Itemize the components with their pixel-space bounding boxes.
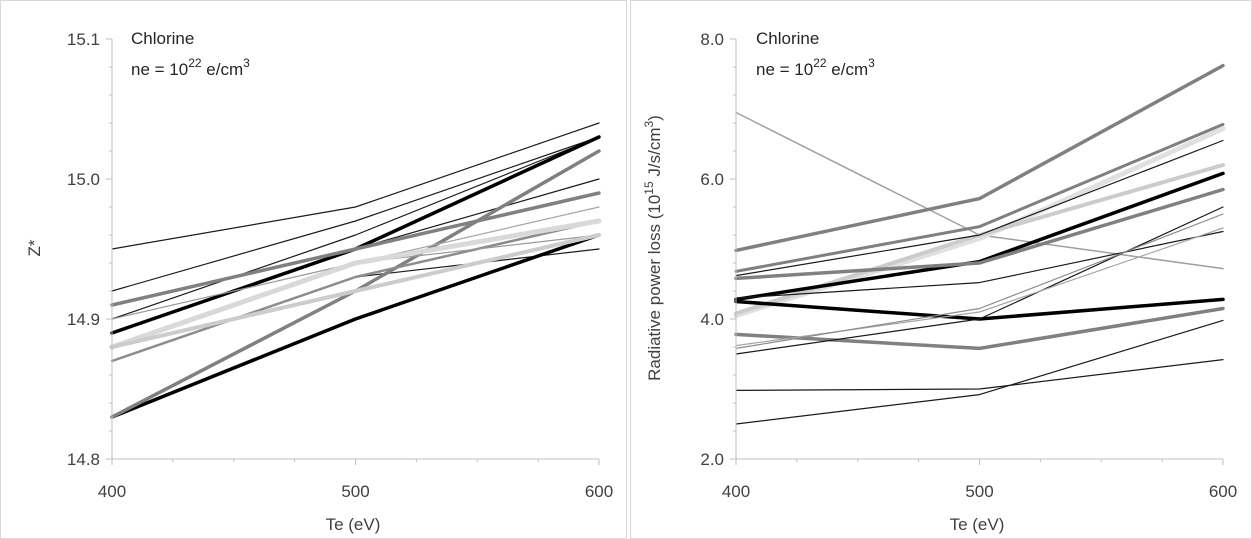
x-tick-label-right-2: 600 <box>1209 482 1237 501</box>
series-line-left-7 <box>110 191 601 307</box>
ticks-left: 14.8 14.9 15.0 15.1 400 500 600 <box>67 30 613 501</box>
x-tick-label-right-0: 400 <box>722 482 750 501</box>
x-axis-title-left: Te (eV) <box>326 515 381 534</box>
x-axis-title-right: Te (eV) <box>950 515 1005 534</box>
annotation-element-right: Chlorine <box>756 29 819 48</box>
x-tick-label-right-1: 500 <box>965 482 993 501</box>
series-line-right-8 <box>734 306 1225 351</box>
annotation-density-right: ne = 1022 e/cm3 <box>756 56 875 79</box>
series-line-left-13 <box>110 233 601 349</box>
series-line-right-1 <box>734 63 1225 253</box>
y-tick-label-left-2: 15.0 <box>67 170 100 189</box>
y-tick-label-left-1: 14.9 <box>67 310 100 329</box>
series-group-left <box>109 122 602 419</box>
y-tick-label-right-3: 8.0 <box>700 30 724 49</box>
series-line-left-12 <box>109 218 602 350</box>
ticks-right: 2.0 4.0 6.0 8.0 400 500 600 <box>700 30 1237 501</box>
chart-radiative-power-loss: 2.0 4.0 6.0 8.0 400 500 600 Chlorine ne = 1022… <box>630 0 1252 539</box>
series-line-left-9 <box>110 219 601 363</box>
series-line-left-3 <box>111 178 600 306</box>
y-tick-label-right-2: 6.0 <box>700 170 724 189</box>
chart-z-star: 14.8 14.9 15.0 15.1 400 500 600 Chlorine ne = … <box>0 0 627 539</box>
series-line-right-14 <box>735 359 1224 391</box>
series-line-right-0 <box>735 111 1224 270</box>
y-tick-label-left-3: 15.1 <box>67 30 100 49</box>
series-line-right-3 <box>733 126 1226 318</box>
annotation-density-left: ne = 1022 e/cm3 <box>131 56 250 79</box>
series-line-left-8 <box>110 149 601 419</box>
series-line-right-6 <box>734 187 1225 281</box>
series-line-left-2 <box>111 136 600 320</box>
series-line-left-0 <box>111 122 600 250</box>
x-tick-label-left-1: 500 <box>341 482 369 501</box>
y-tick-label-right-1: 4.0 <box>700 310 724 329</box>
series-line-left-4 <box>111 248 600 362</box>
series-line-right-15 <box>735 319 1224 425</box>
y-tick-label-left-0: 14.8 <box>67 450 100 469</box>
annotation-element-left: Chlorine <box>131 29 194 48</box>
y-axis-title-left: Z* <box>25 239 44 256</box>
series-line-right-7 <box>734 297 1225 321</box>
series-line-right-2 <box>734 122 1225 273</box>
series-line-right-12 <box>735 227 1224 347</box>
series-group-right <box>733 63 1226 425</box>
series-line-right-13 <box>735 213 1224 349</box>
x-tick-label-left-2: 600 <box>585 482 613 501</box>
y-tick-label-right-0: 2.0 <box>700 450 724 469</box>
y-axis-title-right: Radiative power loss (1015 J/s/cm3) <box>642 115 664 381</box>
series-line-right-11 <box>735 206 1224 355</box>
x-tick-label-left-0: 400 <box>98 482 126 501</box>
series-line-left-1 <box>111 136 600 292</box>
series-line-right-10 <box>735 230 1224 299</box>
series-line-left-6 <box>110 233 601 419</box>
series-line-right-9 <box>735 139 1224 277</box>
